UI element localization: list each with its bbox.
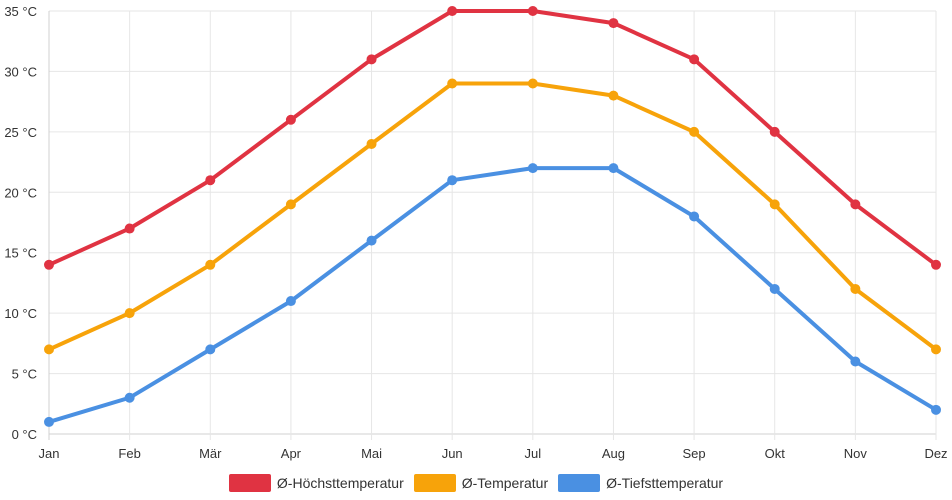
data-point — [366, 235, 377, 246]
data-point — [931, 404, 941, 415]
data-point — [850, 356, 861, 367]
x-tick-label: Aug — [602, 446, 625, 461]
series-line-2 — [47, 166, 938, 424]
x-tick-label: Mär — [199, 446, 222, 461]
data-point — [285, 296, 296, 307]
y-tick-label: 10 °C — [4, 306, 37, 321]
data-point — [769, 199, 780, 210]
data-point — [769, 283, 780, 294]
y-tick-label: 30 °C — [4, 64, 37, 79]
series-line-0 — [47, 9, 938, 267]
y-tick-label: 35 °C — [4, 4, 37, 19]
data-point — [44, 416, 54, 427]
x-tick-label: Nov — [844, 446, 868, 461]
data-point — [850, 283, 861, 294]
grid — [48, 10, 937, 440]
data-point — [366, 138, 377, 149]
y-tick-label: 0 °C — [12, 427, 37, 442]
series-line-1 — [47, 81, 938, 352]
temperature-chart: 0 °C 5 °C 10 °C 15 °C 20 °C 25 °C 30 °C 35 °C Ja… — [4, 4, 947, 461]
data-point — [447, 6, 458, 16]
data-point — [44, 344, 54, 355]
series-points — [44, 6, 941, 427]
x-tick-label: Sep — [683, 446, 706, 461]
data-point — [689, 54, 700, 65]
data-point — [44, 259, 54, 270]
legend-item-mean[interactable]: Ø-Temperatur — [413, 474, 549, 492]
data-point — [205, 175, 216, 186]
legend-label-low: Ø-Tiefsttemperatur — [606, 475, 724, 491]
data-point — [366, 54, 377, 65]
data-point — [931, 259, 941, 270]
y-tick-label: 20 °C — [4, 185, 37, 200]
data-point — [689, 211, 700, 222]
legend-swatch-high — [228, 474, 271, 492]
x-tick-label: Jan — [39, 446, 60, 461]
data-point — [527, 163, 538, 174]
series-lines — [47, 9, 938, 424]
data-point — [608, 163, 619, 174]
data-point — [769, 126, 780, 137]
data-point — [447, 78, 458, 89]
data-point — [124, 223, 135, 234]
legend-swatch-mean — [413, 474, 456, 492]
data-point — [527, 78, 538, 89]
y-tick-label: 25 °C — [4, 125, 37, 140]
legend: Ø-Höchsttemperatur Ø-Temperatur Ø-Tiefst… — [0, 472, 952, 494]
data-point — [205, 344, 216, 355]
y-tick-label: 15 °C — [4, 246, 37, 261]
legend-label-mean: Ø-Temperatur — [461, 475, 549, 491]
x-tick-label: Okt — [765, 446, 786, 461]
y-tick-label: 5 °C — [12, 367, 37, 382]
x-tick-label: Jun — [442, 446, 463, 461]
data-point — [850, 199, 861, 210]
x-tick-label: Apr — [281, 446, 302, 461]
legend-item-low[interactable]: Ø-Tiefsttemperatur — [558, 474, 723, 492]
data-point — [285, 114, 296, 125]
data-point — [205, 259, 216, 270]
data-point — [689, 126, 700, 137]
legend-swatch-low — [558, 474, 601, 492]
legend-label-high: Ø-Höchsttemperatur — [276, 475, 404, 491]
x-tick-label: Jul — [525, 446, 542, 461]
data-point — [608, 18, 619, 29]
data-point — [447, 175, 458, 186]
axis-labels: 0 °C 5 °C 10 °C 15 °C 20 °C 25 °C 30 °C 35 °C Ja… — [4, 4, 947, 461]
x-tick-label: Mai — [361, 446, 382, 461]
data-point — [124, 308, 135, 319]
data-point — [608, 90, 619, 101]
data-point — [527, 6, 538, 16]
data-point — [285, 199, 296, 210]
data-point — [931, 344, 941, 355]
legend-item-high[interactable]: Ø-Höchsttemperatur — [228, 474, 404, 492]
data-point — [124, 392, 135, 403]
x-tick-label: Feb — [118, 446, 140, 461]
x-tick-label: Dez — [924, 446, 947, 461]
